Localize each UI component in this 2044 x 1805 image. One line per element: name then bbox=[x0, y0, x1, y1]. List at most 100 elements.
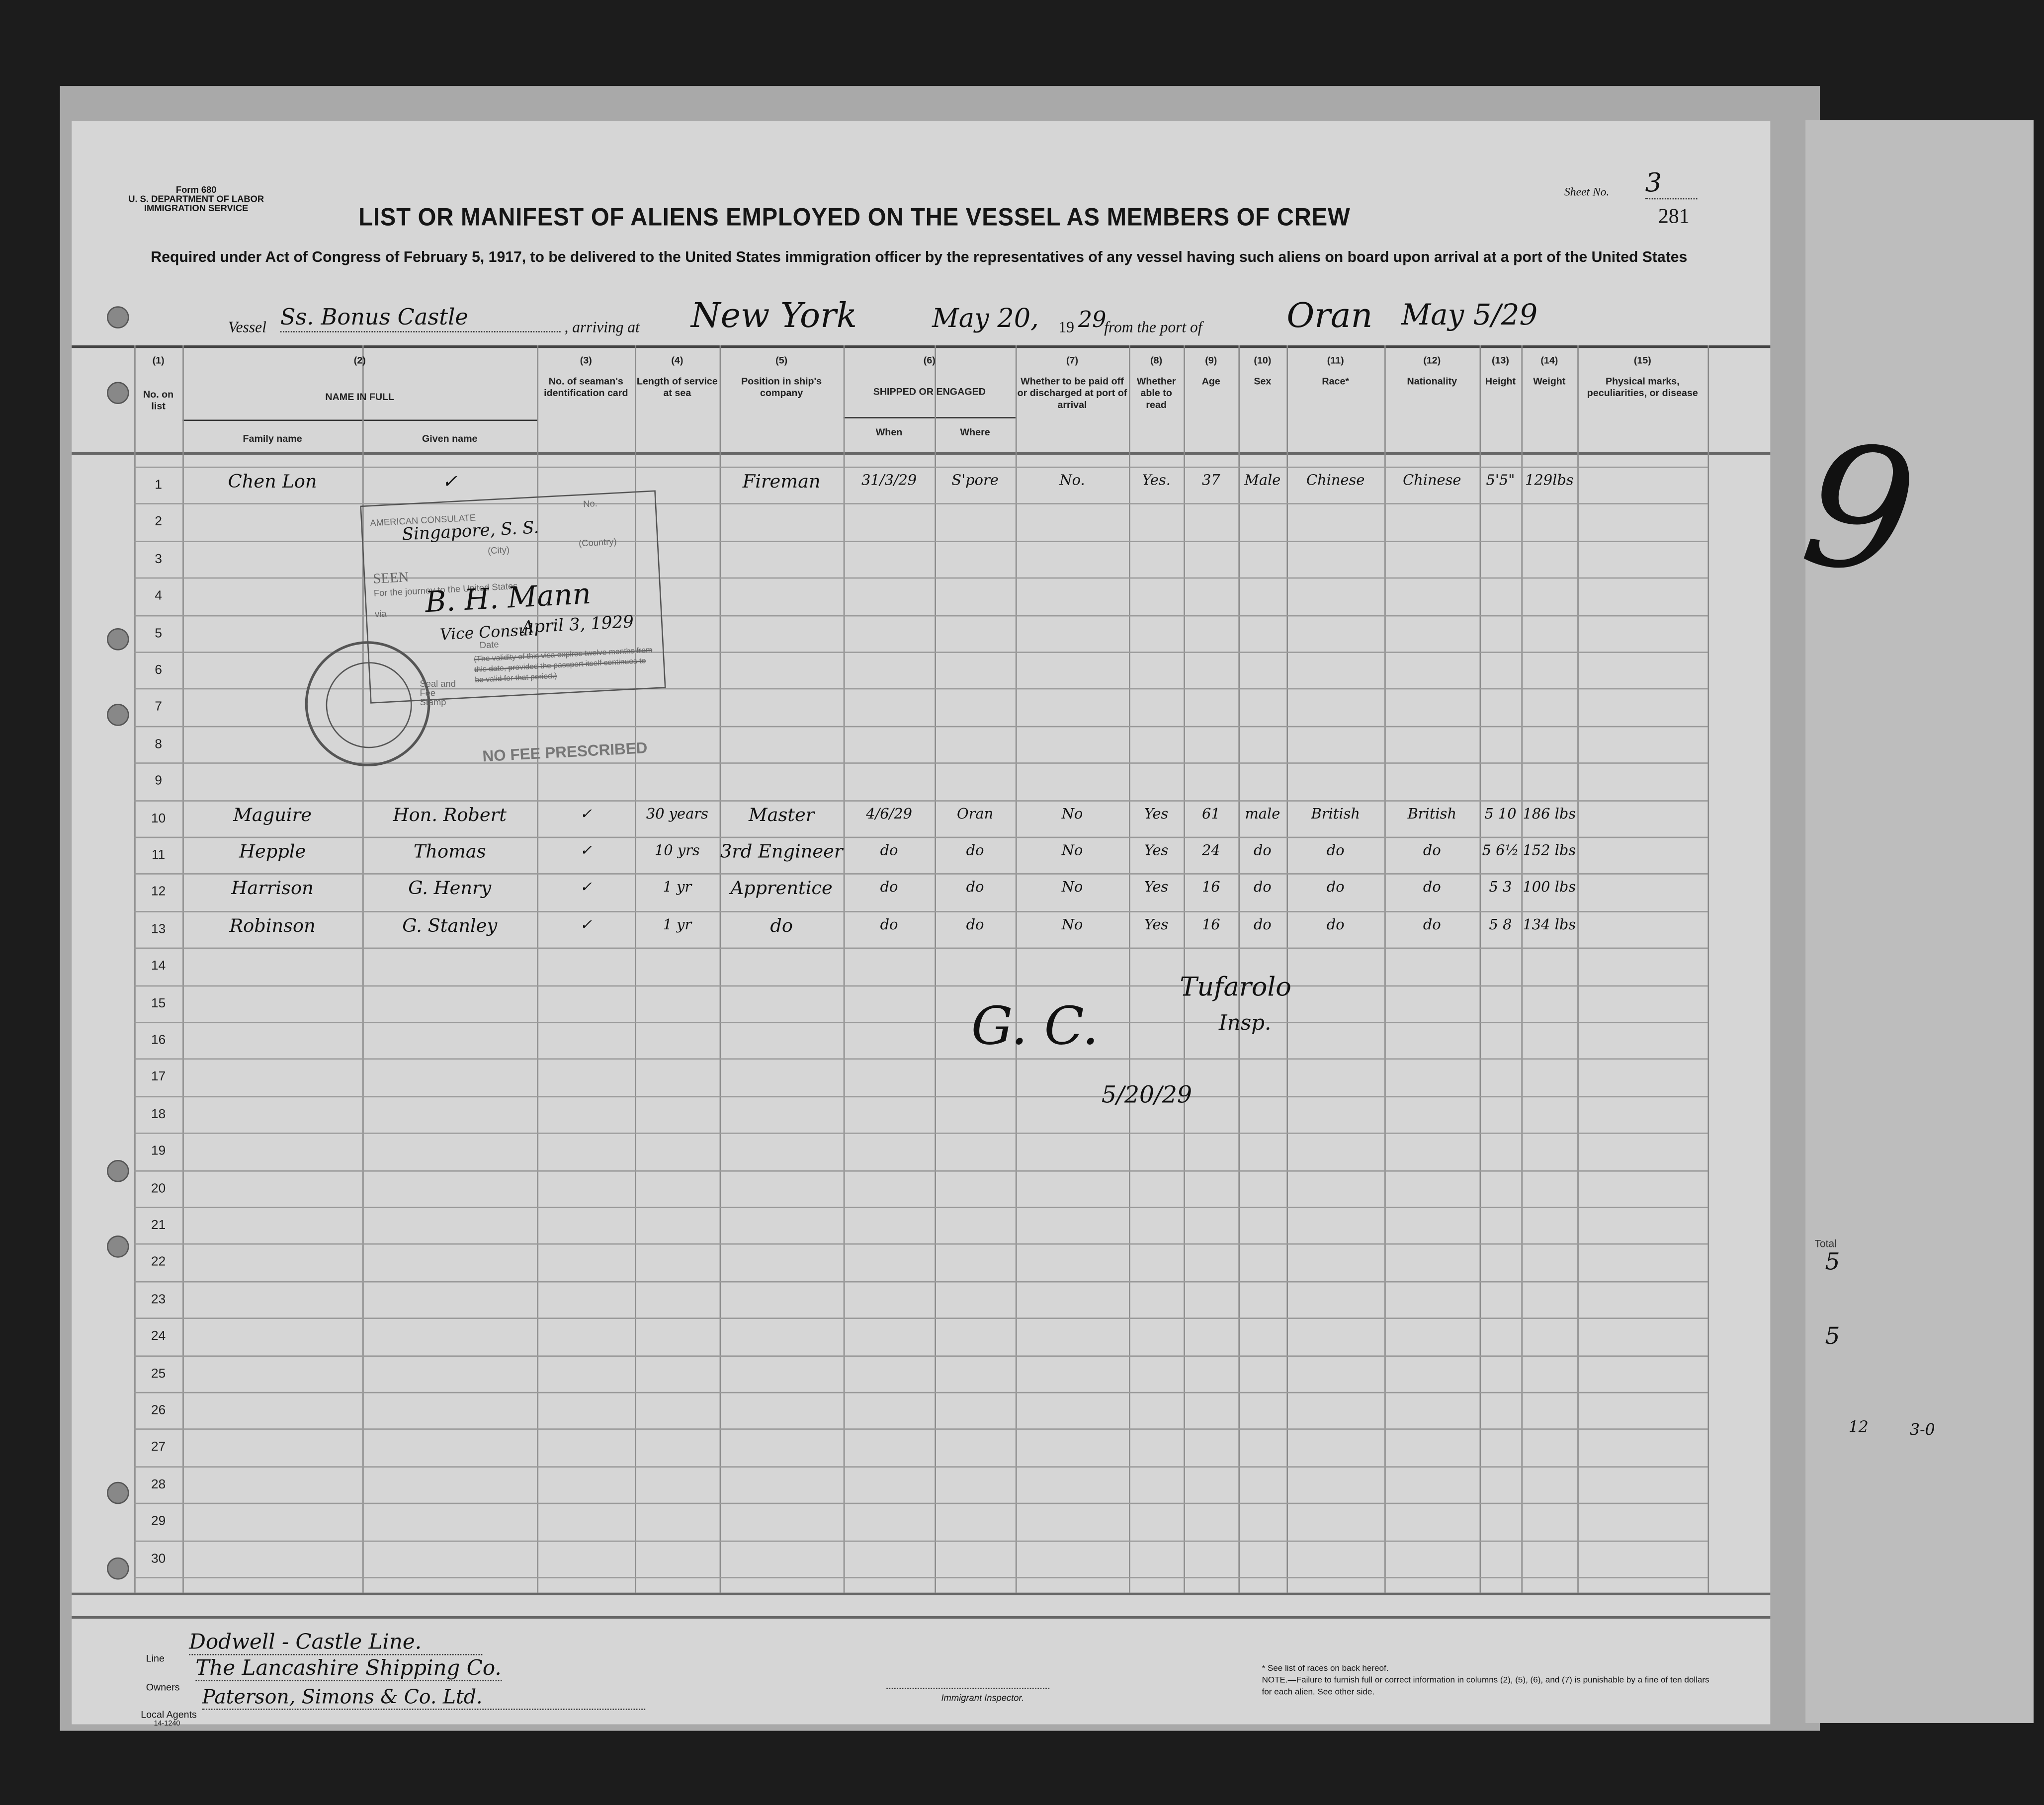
cell-family: Maguire bbox=[233, 805, 312, 826]
department: U. S. DEPARTMENT OF LABOR bbox=[128, 195, 264, 205]
cell-weight: 100 lbs bbox=[1523, 879, 1576, 896]
row-rule bbox=[134, 1317, 1708, 1319]
note-penalty: NOTE.—Failure to furnish full or correct… bbox=[1262, 1676, 1709, 1697]
stamp-seen: SEEN bbox=[372, 570, 410, 587]
column-header: Length of service at sea bbox=[636, 375, 718, 399]
column-divider bbox=[1479, 345, 1481, 1593]
column-subheader-where: Where bbox=[960, 426, 990, 438]
cell-position: Master bbox=[748, 805, 815, 826]
cell-paid: No. bbox=[1059, 472, 1085, 489]
cell-weight: 186 lbs bbox=[1523, 805, 1576, 822]
column-header: NAME IN FULL bbox=[325, 391, 395, 403]
cell-length: 30 years bbox=[646, 805, 708, 822]
row-rule bbox=[134, 1355, 1708, 1356]
cell-race: do bbox=[1326, 916, 1345, 933]
column-divider bbox=[1286, 345, 1288, 1593]
row-rule bbox=[134, 1577, 1708, 1578]
sheet-number: 3 bbox=[1645, 167, 1698, 200]
column-header: Sex bbox=[1254, 375, 1272, 387]
row-rule bbox=[134, 1392, 1708, 1394]
row-number: 14 bbox=[151, 959, 166, 974]
column-header: Weight bbox=[1533, 375, 1566, 387]
cell-family: Harrison bbox=[231, 879, 314, 900]
row-rule bbox=[134, 1429, 1708, 1430]
row-number: 25 bbox=[151, 1366, 166, 1381]
row-rule bbox=[134, 652, 1708, 653]
cell-nationality: do bbox=[1423, 916, 1441, 933]
column-number: (8) bbox=[1150, 354, 1163, 366]
column-number: (5) bbox=[775, 354, 788, 366]
row-rule bbox=[134, 762, 1708, 764]
column-divider bbox=[362, 345, 364, 1593]
row-rule bbox=[134, 1095, 1708, 1097]
line-label: Line bbox=[146, 1652, 165, 1664]
row-rule bbox=[134, 910, 1708, 912]
cell-weight: 134 lbs bbox=[1523, 916, 1576, 933]
row-number: 12 bbox=[151, 885, 166, 900]
form-code: 14-1240 bbox=[154, 1720, 180, 1728]
sheet-label: Sheet No. bbox=[1564, 185, 1610, 198]
column-header: Height bbox=[1485, 375, 1516, 387]
column-number: (11) bbox=[1327, 354, 1344, 366]
cell-position: 3rd Engineer bbox=[720, 842, 843, 863]
from-port: Oran bbox=[1286, 297, 1373, 336]
cell-paid: No bbox=[1061, 842, 1083, 859]
row-number: 15 bbox=[151, 996, 166, 1011]
vessel-label: Vessel bbox=[228, 318, 266, 336]
row-rule bbox=[134, 466, 1708, 468]
inspector-name: Tufarolo bbox=[1180, 971, 1291, 1002]
header-bottom-rule bbox=[72, 452, 1771, 455]
row-number: 19 bbox=[151, 1145, 166, 1159]
row-number: 22 bbox=[151, 1255, 166, 1270]
column-number: (2) bbox=[353, 354, 366, 366]
margin-total-label: Total bbox=[1814, 1238, 1837, 1250]
arriving-label: , arriving at bbox=[564, 318, 640, 336]
column-divider bbox=[935, 345, 936, 1593]
row-number: 6 bbox=[155, 663, 162, 678]
inspector-label: Immigrant Inspector. bbox=[941, 1694, 1024, 1704]
cell-read: Yes bbox=[1144, 805, 1169, 822]
cell-given: G. Stanley bbox=[402, 916, 498, 937]
column-divider bbox=[1129, 345, 1130, 1593]
cell-position: Fireman bbox=[742, 472, 821, 493]
column-header: Whether able to read bbox=[1136, 375, 1176, 411]
column-divider bbox=[1015, 345, 1017, 1593]
cell-race: Chinese bbox=[1306, 472, 1365, 489]
column-number: (6) bbox=[923, 354, 936, 366]
vessel-line: Vessel Ss. Bonus Castle , arriving at Ne… bbox=[228, 297, 1617, 336]
arrival-date: May 20, bbox=[932, 302, 1039, 334]
row-number: 21 bbox=[151, 1219, 166, 1233]
row-number: 13 bbox=[151, 922, 166, 937]
row-rule bbox=[134, 800, 1708, 801]
row-number: 28 bbox=[151, 1477, 166, 1492]
name-subheader-rule bbox=[182, 419, 537, 421]
cell-nationality: British bbox=[1407, 805, 1457, 822]
column-divider bbox=[182, 345, 184, 1593]
column-header: Age bbox=[1201, 375, 1220, 387]
agents-label: Local Agents bbox=[141, 1709, 197, 1721]
row-rule bbox=[134, 726, 1708, 727]
cell-card: ✓ bbox=[580, 916, 592, 933]
row-number: 2 bbox=[155, 515, 162, 530]
cell-read: Yes bbox=[1144, 842, 1169, 859]
row-number: 18 bbox=[151, 1107, 166, 1122]
cell-where: do bbox=[966, 842, 984, 859]
from-date: May 5/29 bbox=[1401, 300, 1538, 332]
cell-paid: No bbox=[1061, 916, 1083, 933]
row-number: 9 bbox=[155, 774, 162, 789]
cell-read: Yes bbox=[1144, 879, 1169, 896]
cell-where: do bbox=[966, 916, 984, 933]
column-divider bbox=[1521, 345, 1523, 1593]
inspector-initials: G. C. bbox=[971, 997, 1099, 1057]
column-divider bbox=[134, 345, 136, 1593]
note-race: * See list of races on back hereof. bbox=[1262, 1664, 1389, 1674]
row-number: 10 bbox=[151, 811, 166, 826]
column-header: Whether to be paid off or discharged at … bbox=[1017, 375, 1127, 411]
column-number: (14) bbox=[1540, 354, 1558, 366]
cell-given: Thomas bbox=[413, 842, 486, 863]
cell-given: G. Henry bbox=[408, 879, 492, 900]
row-rule bbox=[134, 1059, 1708, 1061]
margin-note-b: 3-0 bbox=[1909, 1420, 1935, 1439]
column-subheader-when: When bbox=[875, 426, 903, 438]
